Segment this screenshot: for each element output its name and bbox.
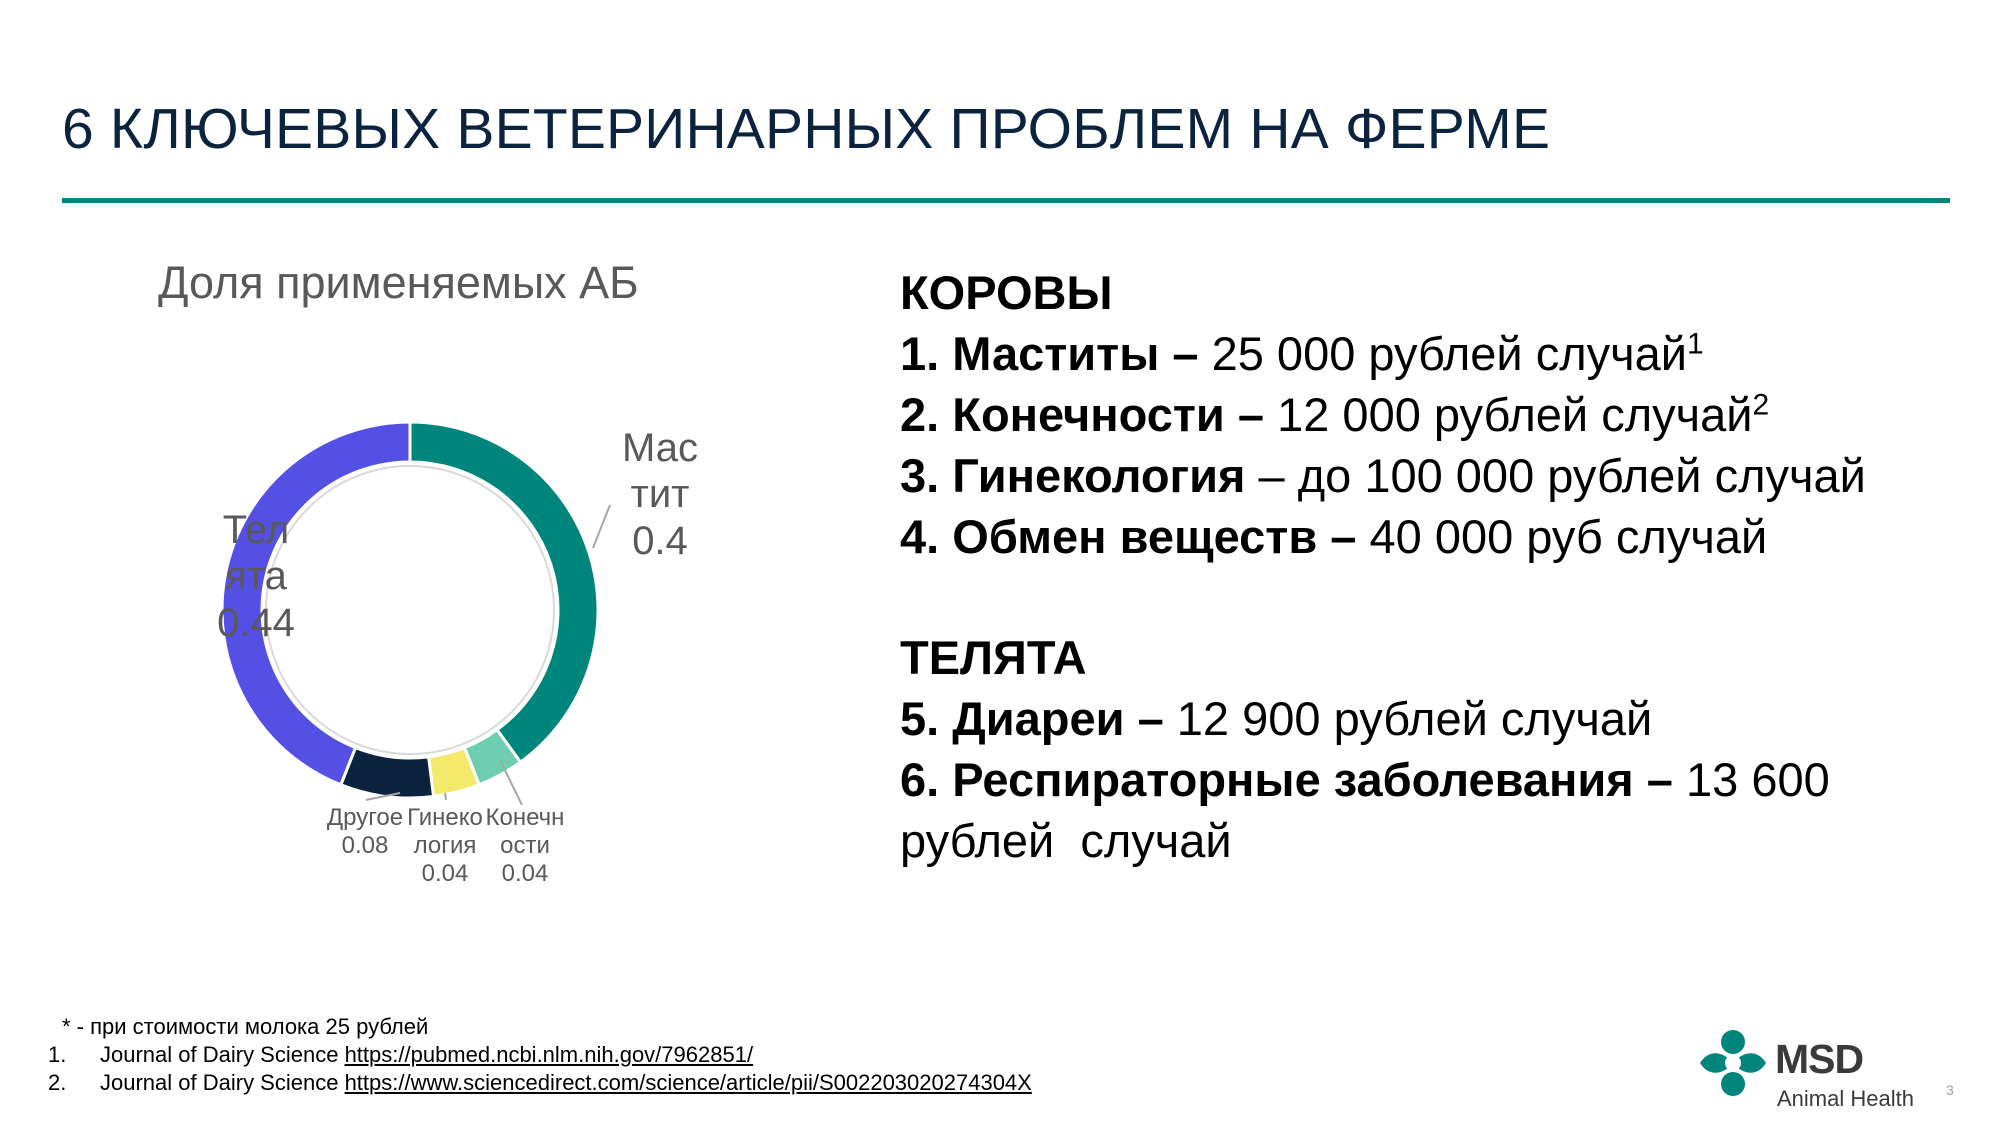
label-mastit-value: 0.4 [600,518,720,564]
item-text: 25 000 рублей случай [1199,327,1688,380]
cows-item-4: 4. Обмен веществ – 40 000 руб случай [900,506,1866,567]
label-telyata-line2: ята [196,553,316,599]
item-bold: 5. Диареи – [900,692,1164,745]
calves-item-5: 5. Диареи – 12 900 рублей случай [900,688,1866,749]
title-divider [62,198,1950,203]
label-konech-line2: ости [475,832,575,860]
footnote-number: 2. [48,1069,100,1097]
footnote-ref: 1 [1687,327,1704,360]
cows-heading: КОРОВЫ [900,262,1866,323]
logo-brand: MSD [1775,1036,1863,1083]
cows-item-2: 2. Конечности – 12 000 рублей случай2 [900,384,1866,445]
calves-item-6-continuation: рублей случай [900,810,1866,871]
footnote-link[interactable]: https://www.sciencedirect.com/science/ar… [345,1070,1032,1095]
item-bold: 4. Обмен веществ – [900,510,1356,563]
label-telyata-line1: Тел [196,507,316,553]
chart-title: Доля применяемых АБ [158,257,639,309]
logo-subtitle: Animal Health [1777,1086,1914,1112]
slice-mastit [410,422,598,762]
footnote-source: Journal of Dairy Science [100,1070,345,1095]
problems-list: КОРОВЫ 1. Маститы – 25 000 рублей случай… [900,262,1866,871]
msd-logo-icon [1700,1030,1766,1096]
footnotes: * - при стоимости молока 25 рублей 1. Jou… [48,1013,1032,1097]
page-number: 3 [1946,1082,1954,1098]
item-bold: 6. Респираторные заболевания – [900,753,1673,806]
item-text: 12 900 рублей случай [1164,692,1653,745]
item-text: 40 000 руб случай [1356,510,1767,563]
item-text: – до 100 000 рублей случай [1245,449,1865,502]
footnote-star: * - при стоимости молока 25 рублей [48,1013,1032,1041]
footnote-ref-1: 1. Journal of Dairy Science https://pubme… [48,1041,1032,1069]
footnote-ref: 2 [1753,388,1770,421]
data-label-konech: Конечн ости 0.04 [475,804,575,887]
section-gap [900,567,1866,627]
label-mastit-line1: Мас [600,425,720,471]
label-konech-line1: Конечн [475,804,575,832]
slice-drugoe [341,748,434,798]
label-konech-value: 0.04 [475,860,575,888]
item-text: 13 600 [1673,753,1830,806]
label-mastit-line2: тит [600,471,720,517]
footnote-number: 1. [48,1041,100,1069]
item-bold: 2. Конечности – [900,388,1264,441]
cows-item-3: 3. Гинекология – до 100 000 рублей случа… [900,445,1866,506]
item-bold: 1. Маститы – [900,327,1199,380]
label-telyata-value: 0.44 [196,600,316,646]
item-text: 12 000 рублей случай [1264,388,1753,441]
data-label-mastit: Мас тит 0.4 [600,425,720,564]
data-label-telyata: Тел ята 0.44 [196,507,316,646]
cows-item-1: 1. Маститы – 25 000 рублей случай1 [900,323,1866,384]
item-bold: 3. Гинекология [900,449,1245,502]
footnote-source: Journal of Dairy Science [100,1042,345,1067]
footnote-ref-2: 2. Journal of Dairy Science https://www.s… [48,1069,1032,1097]
slide-title: 6 КЛЮЧЕВЫХ ВЕТЕРИНАРНЫХ ПРОБЛЕМ НА ФЕРМЕ [62,96,1550,162]
footnote-link[interactable]: https://pubmed.ncbi.nlm.nih.gov/7962851/ [345,1042,754,1067]
calves-item-6: 6. Респираторные заболевания – 13 600 [900,749,1866,810]
calves-heading: ТЕЛЯТА [900,627,1866,688]
